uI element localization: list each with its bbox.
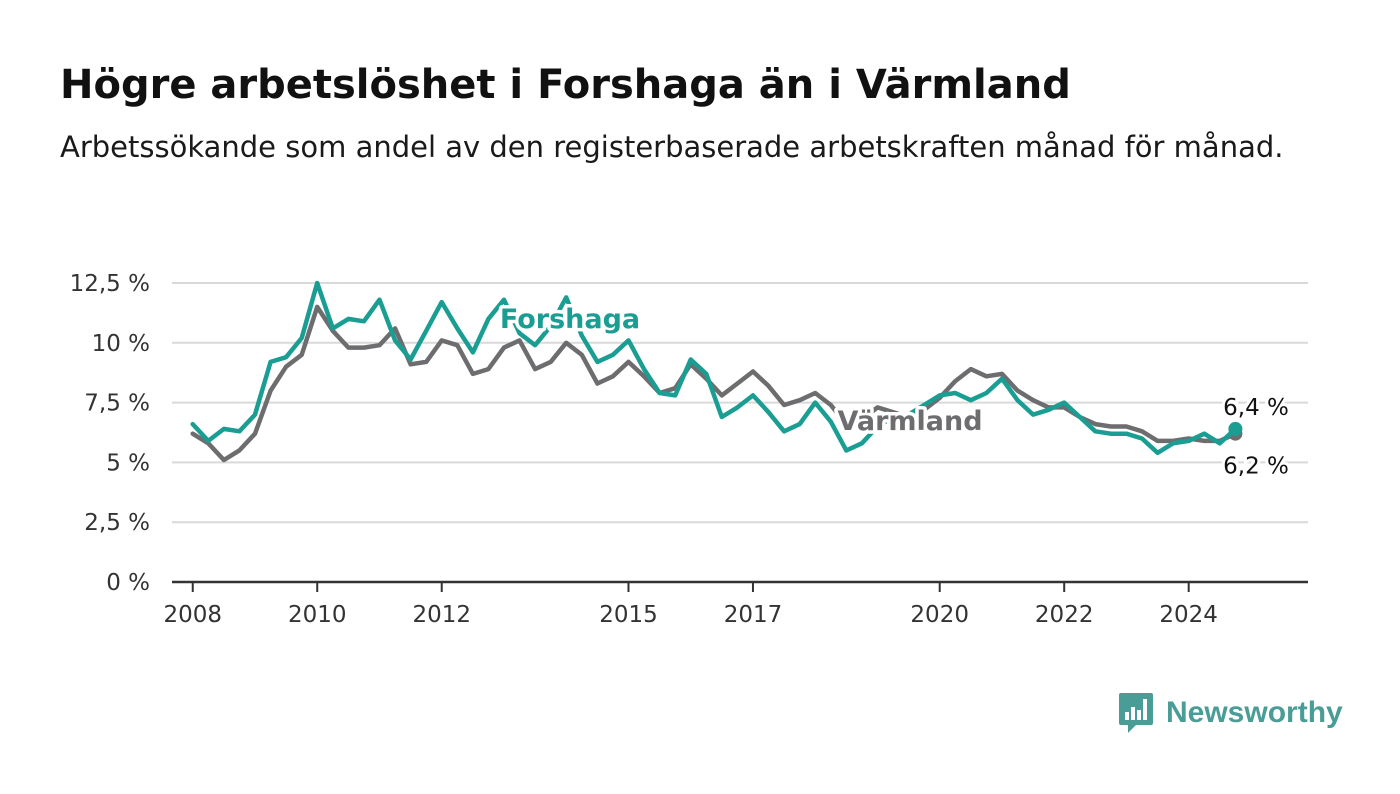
y-tick-label: 7,5 %: [84, 391, 150, 417]
series-line-varmland: [190, 304, 1238, 463]
y-tick-label: 10 %: [92, 331, 150, 357]
y-tick-label: 2,5 %: [84, 510, 150, 536]
x-tick-label: 2020: [910, 602, 969, 628]
x-tick-label: 2017: [724, 602, 783, 628]
bar-chart-speech-bubble-icon: [1119, 693, 1153, 733]
end-point-forshaga: [1228, 421, 1243, 436]
y-tick-label: 12,5 %: [70, 271, 150, 297]
x-tick-label: 2022: [1035, 602, 1094, 628]
brand-name: Newsworthy: [1166, 696, 1343, 729]
brand-logo: Newsworthy: [1118, 690, 1343, 736]
x-axis: 2008 2010 2012 2015 2017 2020 2022 2024: [163, 582, 1218, 628]
y-tick-label: 5 %: [106, 450, 150, 476]
chart-subtitle: Arbetssökande som andel av den registerb…: [60, 130, 1284, 164]
x-tick-label: 2010: [288, 602, 347, 628]
y-tick-label: 0 %: [106, 570, 150, 596]
chart-title: Högre arbetslöshet i Forshaga än i Värml…: [60, 62, 1071, 108]
end-label-forshaga: 6,4 %: [1223, 395, 1289, 421]
x-tick-label: 2012: [412, 602, 471, 628]
grid: [172, 282, 1308, 584]
y-axis: 0 % 2,5 % 5 % 7,5 % 10 % 12,5 %: [70, 271, 150, 596]
series-labels: Värmland Forshaga 6,2 % 6,4 %: [496, 301, 1292, 483]
series-label-forshaga: Forshaga: [500, 304, 640, 335]
end-label-varmland: 6,2 %: [1223, 454, 1289, 480]
series-label-varmland: Värmland: [837, 406, 982, 437]
x-tick-label: 2024: [1159, 602, 1218, 628]
series-line-forshaga: [190, 280, 1238, 456]
x-tick-label: 2015: [599, 602, 658, 628]
series-lines: [190, 280, 1243, 463]
x-tick-label: 2008: [163, 602, 222, 628]
